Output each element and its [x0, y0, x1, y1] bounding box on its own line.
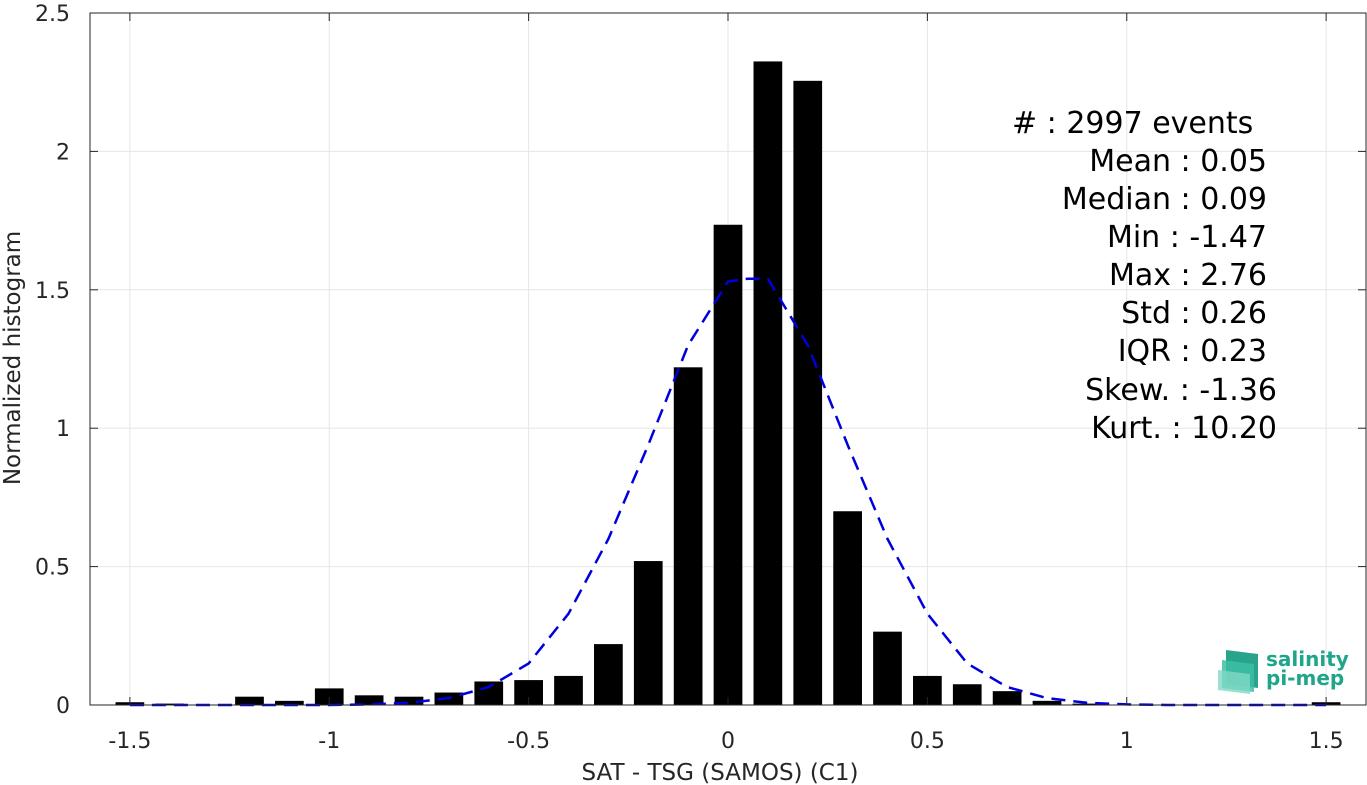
x-tick-label-0: -1.5 [108, 729, 151, 754]
stat-kurt: Kurt. : 10.20 [1091, 411, 1277, 446]
x-tick-label-4: 0.5 [910, 729, 945, 754]
axes [89, 12, 1367, 706]
stats-box: # : 2997 events Mean : 0.05 Median : 0.0… [1012, 106, 1277, 446]
y-tick-label-2: 1 [56, 417, 70, 442]
bar-9 [474, 681, 504, 705]
x-tick-label-5: 1 [1120, 729, 1134, 754]
bar-22 [992, 691, 1022, 705]
y-tick-label-3: 1.5 [35, 279, 70, 304]
y-tick-label-1: 0.5 [35, 556, 70, 581]
bar-1 [155, 703, 185, 705]
salinity-pi-mep-logo: salinity pi-mep [1218, 647, 1349, 694]
x-tick-label-3: 0 [721, 729, 735, 754]
x-tick-label-6: 1.5 [1309, 729, 1344, 754]
bar-13 [633, 561, 663, 705]
logo-line1: salinity [1266, 647, 1349, 671]
x-tick-label-2: -0.5 [507, 729, 550, 754]
bar-17 [793, 80, 823, 706]
x-tick-label-1: -1 [318, 729, 340, 754]
y-tick-label-4: 2 [56, 140, 70, 165]
bar-6 [354, 695, 384, 705]
y-tick-label-5: 2.5 [35, 2, 70, 27]
bar-11 [554, 675, 583, 705]
stat-max: Max : 2.76 [1109, 258, 1267, 293]
bar-15 [713, 224, 743, 705]
stat-min: Min : -1.47 [1107, 220, 1267, 255]
tick-labels: -1.5 -1 -0.5 0 0.5 1 1.5 0 0.5 1 1.5 2 2.5 [35, 2, 1344, 754]
bar-16 [753, 61, 783, 705]
bar-18 [833, 511, 862, 705]
stat-events: # : 2997 events [1012, 106, 1253, 141]
y-tick-label-0: 0 [56, 694, 70, 719]
bar-12 [594, 644, 623, 705]
bar-14 [673, 367, 703, 705]
bar-5 [314, 688, 344, 705]
stat-mean: Mean : 0.05 [1089, 144, 1267, 179]
bar-3 [235, 696, 264, 705]
logo-line2: pi-mep [1266, 666, 1344, 690]
bar-23 [1032, 700, 1062, 705]
bar-4 [275, 700, 304, 705]
stat-iqr: IQR : 0.23 [1118, 334, 1267, 369]
bar-21 [952, 684, 982, 705]
stat-skew: Skew. : -1.36 [1085, 373, 1277, 408]
bar-19 [873, 631, 902, 705]
y-axis-label: Normalized histogram [0, 231, 26, 485]
stat-std: Std : 0.26 [1121, 296, 1267, 331]
stat-median: Median : 0.09 [1062, 182, 1267, 217]
x-axis-label: SAT - TSG (SAMOS) (C1) [582, 760, 859, 785]
bar-24 [1072, 703, 1102, 705]
histogram-bars [115, 61, 1341, 706]
bar-7 [394, 696, 424, 705]
